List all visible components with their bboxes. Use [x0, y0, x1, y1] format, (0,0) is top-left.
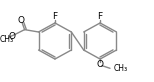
Text: O: O [97, 60, 104, 69]
Text: CH₃: CH₃ [114, 64, 128, 73]
Text: O: O [18, 16, 25, 25]
Text: CH₃: CH₃ [0, 35, 14, 44]
Text: F: F [97, 12, 103, 21]
Text: O: O [8, 32, 15, 41]
Text: F: F [52, 12, 57, 21]
